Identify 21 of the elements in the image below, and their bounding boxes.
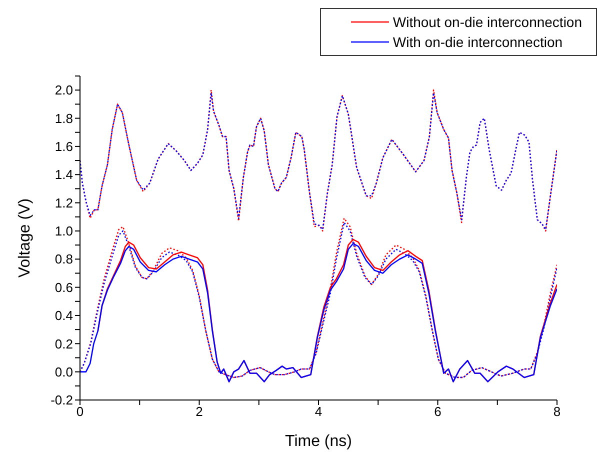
y-tick-label: 0.6	[54, 280, 73, 295]
y-tick-label: 2.0	[54, 82, 73, 98]
y-tick-label: 0.2	[54, 336, 73, 352]
x-tick-label: 8	[553, 404, 561, 420]
y-axis-title: Voltage (V)	[16, 198, 34, 278]
x-tick-label: 4	[314, 404, 322, 420]
x-tick-label: 6	[434, 404, 442, 420]
y-tick-label: 1.2	[54, 195, 73, 210]
y-tick-label: 0.8	[54, 252, 73, 267]
y-tick-label: 1.0	[54, 224, 73, 239]
x-axis-title: Time (ns)	[285, 433, 352, 450]
y-tick-label: 1.6	[54, 139, 73, 154]
legend-label: Without on-die interconnection	[392, 13, 582, 32]
x-tick-label: 2	[196, 404, 203, 420]
y-tick-label: 0.4	[54, 308, 73, 324]
y-tick-label: 1.8	[54, 110, 73, 126]
y-tick-label: 0.0	[54, 364, 73, 380]
x-tick-label: 0	[76, 404, 84, 420]
y-tick-label: 1.4	[54, 167, 73, 182]
legend-label: With on-die interconnection	[392, 33, 563, 52]
y-tick-label: -0.2	[50, 392, 73, 408]
